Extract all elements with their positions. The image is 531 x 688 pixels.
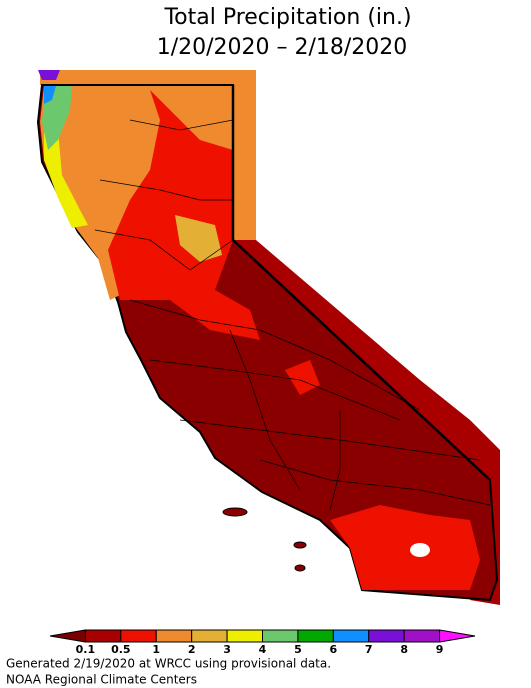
region-blue: [44, 86, 56, 104]
legend-tick-label: 1: [152, 643, 160, 656]
legend-swatch: [439, 629, 476, 643]
region-green: [42, 86, 72, 150]
legend-tick-label: 6: [330, 643, 338, 656]
title-line: Total Precipitation (in.): [163, 5, 411, 30]
legend-swatch: [191, 629, 228, 643]
region-orange: [40, 70, 256, 240]
precipitation-map: [36, 70, 500, 605]
region-red: [285, 360, 320, 395]
island: [293, 541, 307, 549]
county-lines: [94, 119, 491, 511]
title-line: 1/20/2020 – 2/18/2020: [157, 35, 408, 60]
legend-swatch: [297, 629, 334, 643]
legend-swatch: [155, 629, 193, 643]
region-yellow: [44, 120, 88, 228]
color-legend: 0.1 0.5 1 2 3 4 5 6 7 8 9: [49, 629, 476, 656]
legend-tick-label: 2: [188, 643, 196, 656]
legend-swatch: [403, 629, 441, 643]
region-red: [330, 505, 480, 590]
legend-tick-label: 3: [223, 643, 231, 656]
island: [294, 564, 306, 572]
legend-swatch: [368, 629, 405, 643]
legend-swatch: [332, 629, 370, 643]
island: [222, 507, 248, 517]
region-red: [108, 90, 260, 340]
legend-swatch: [84, 629, 122, 643]
state-border: [232, 239, 491, 481]
legend-tick-label: 4: [259, 643, 267, 656]
legend-tick-label: 5: [294, 643, 302, 656]
region-dark: [233, 240, 500, 605]
legend-tick-label: 0.5: [111, 643, 131, 656]
legend-swatch: [226, 629, 263, 643]
legend-tick-label: 8: [400, 643, 408, 656]
region-gold: [175, 215, 222, 262]
footer-line: NOAA Regional Climate Centers: [6, 673, 197, 687]
legend-tick-label: 0.1: [76, 643, 96, 656]
footer-line: Generated 2/19/2020 at WRCC using provis…: [6, 657, 331, 671]
legend-tick-label: 7: [365, 643, 373, 656]
region-white: [410, 543, 430, 557]
region-purple: [38, 70, 60, 80]
legend-swatch: [262, 629, 299, 643]
legend-tick-label: 9: [436, 643, 444, 656]
legend-swatch: [120, 629, 157, 643]
legend-swatch: [49, 629, 86, 643]
